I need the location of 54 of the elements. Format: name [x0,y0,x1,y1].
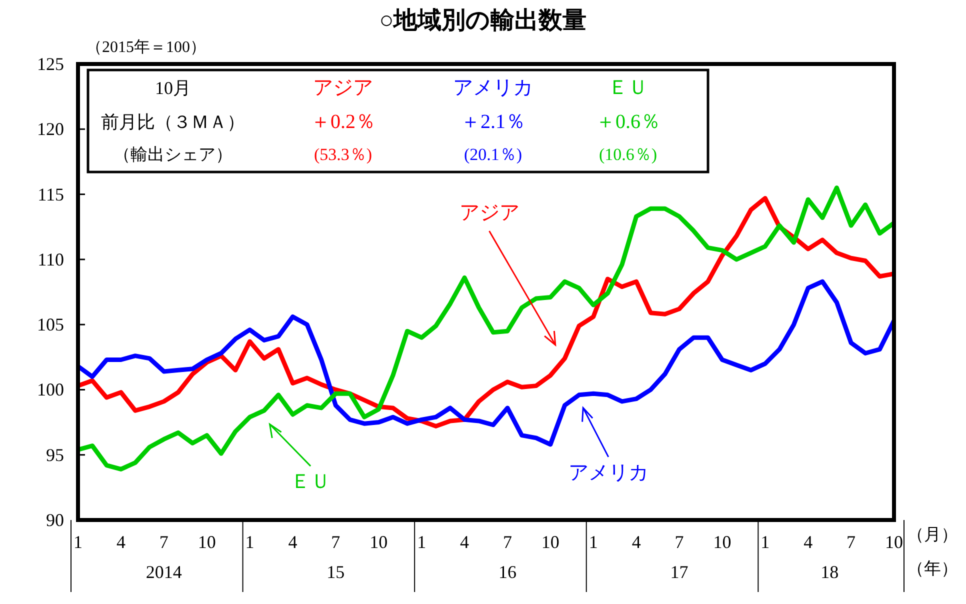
x-tick-label: 7 [331,532,340,552]
x-tick-label: 4 [804,532,813,552]
text: 2014 [146,562,182,582]
x-tick-label: 7 [159,532,168,552]
annotation: 10月 [155,78,191,98]
x-tick-label: 10 [885,532,903,552]
y-tick-label: 95 [46,444,64,465]
x-tick-label: 10 [370,532,388,552]
annotation: (10.6％) [598,145,658,164]
text: 18 [820,562,839,582]
x-tick-label: 1 [417,532,426,552]
annotation: ＥＵ [290,471,331,494]
y-tick-label: 90 [46,510,64,530]
text: アジア [313,77,373,99]
line-series [78,279,894,447]
line-series [78,196,894,428]
text: 16 [498,562,516,582]
x-tick-label: 10 [541,532,560,552]
x-axis-title: （月） [907,525,958,544]
annotation: アメリカ [568,462,648,484]
chart-title: ○地域別の輸出数量 [379,7,587,34]
x-tick-label: 7 [674,532,684,552]
x-tick-label: 1 [245,532,254,552]
x-tick-label: 4 [116,532,126,552]
y-axis-title: （2015年＝100） [86,39,206,56]
text: （年） [907,559,958,578]
y-tick-label: 105 [37,314,64,335]
x-tick-label: 4 [288,532,298,552]
text: ＥＵ [608,77,648,99]
annotation: ＋0.2％ [310,111,376,133]
text: アメリカ [453,77,533,99]
annotation: （輸出シェア） [114,145,232,164]
x-tick-label: 4 [460,532,470,552]
annotation: (20.1％) [464,145,522,164]
annotation: ＋2.1％ [460,111,526,133]
text: 15 [326,562,345,582]
x-tick-label: 7 [846,532,856,552]
text: 17 [670,562,688,582]
y-tick-label: 125 [37,54,64,74]
y-tick-label: 110 [38,249,64,270]
x-tick-label: 10 [713,532,732,552]
annotation: (53.3％) [314,145,372,164]
x-tick-label: 1 [760,532,770,552]
x-tick-label: 7 [502,532,512,552]
annotation: ＋0.6％ [596,111,660,133]
y-tick-label: 120 [37,119,64,140]
annotation: 前月比（３ＭＡ） [101,112,245,132]
y-tick-label: 100 [37,380,64,400]
x-tick-label: 10 [198,532,216,552]
annotation: アジア [459,202,520,224]
x-tick-label: 1 [588,532,598,552]
y-tick-label: 115 [38,184,64,204]
x-tick-label: 4 [632,532,641,552]
x-tick-label: 1 [74,532,82,552]
